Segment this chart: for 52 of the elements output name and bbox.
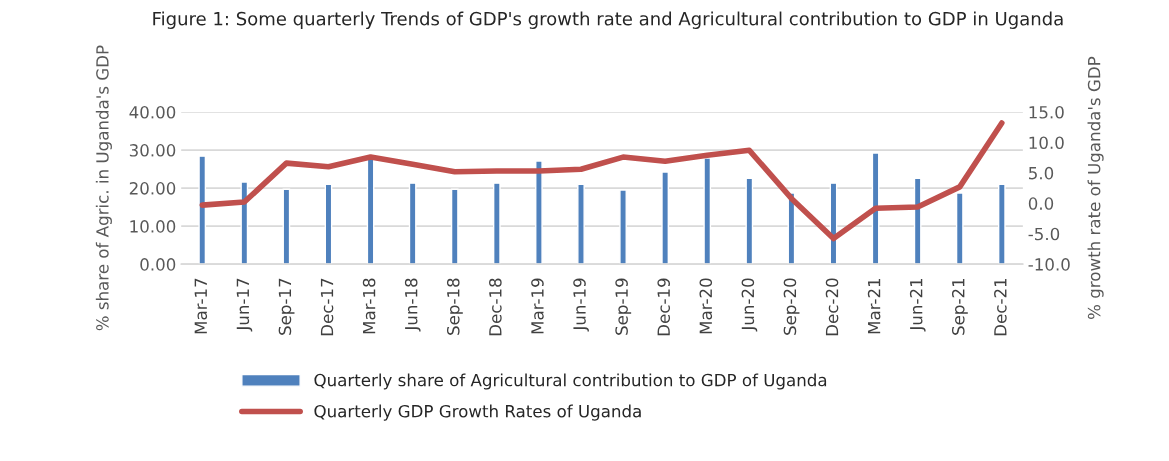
legend-label: Quarterly GDP Growth Rates of Uganda <box>314 404 641 421</box>
x-tick-label: Jun-18 <box>404 278 421 332</box>
y2-tick-label: 15.0 <box>1029 105 1064 119</box>
x-tick-label: Jun-17 <box>236 278 253 332</box>
bar <box>619 189 627 265</box>
legend-label: Quarterly share of Agricultural contribution to GDP of Uganda <box>314 373 827 390</box>
y-tick-label: 10.00 <box>130 220 176 233</box>
x-tick-label: Mar-17 <box>194 278 208 334</box>
x-tick-label: Sep-18 <box>446 278 463 335</box>
bar <box>913 177 922 265</box>
bar <box>997 183 1006 265</box>
bar <box>577 183 585 265</box>
y2-tick-label: 5.0 <box>1029 166 1054 180</box>
x-tick-label: Sep-20 <box>783 278 800 335</box>
bar <box>240 181 249 265</box>
bar <box>450 188 459 265</box>
x-tick-label: Mar-18 <box>362 278 376 334</box>
y2-tick-label: 10.0 <box>1029 136 1064 150</box>
chart-title: Figure 1: Some quarterly Trends of GDP's growth rate and Agricultural contribution to GDP in Uganda <box>153 11 1063 29</box>
x-tick-label: Dec-19 <box>657 278 670 336</box>
bar <box>955 192 964 265</box>
bar <box>535 160 543 265</box>
x-tick-label: Jun-19 <box>573 278 589 332</box>
x-tick-label: Jun-21 <box>909 278 926 332</box>
bar <box>198 155 207 265</box>
x-tick-label: Sep-19 <box>615 278 632 335</box>
x-tick-label: Mar-21 <box>867 278 881 334</box>
y-tick-label: 0.00 <box>140 258 176 271</box>
y2-tick-label: -5.0 <box>1028 227 1060 241</box>
x-tick-label: Mar-20 <box>699 278 713 334</box>
bar <box>703 157 712 265</box>
x-tick-label: Sep-17 <box>278 278 295 335</box>
x-tick-label: Mar-19 <box>531 278 544 334</box>
y-tick-label: 20.00 <box>129 182 176 195</box>
bar <box>408 182 417 265</box>
x-tick-label: Dec-17 <box>320 278 334 336</box>
bar <box>324 183 333 265</box>
y-axis-title: % share of Agric. in Uganda's GDP <box>95 45 112 331</box>
y-tick-label: 30.00 <box>129 144 176 157</box>
x-tick-label: Jun-20 <box>741 278 758 332</box>
y2-axis-title: % growth rate of Uganda's GDP <box>1087 56 1104 319</box>
y2-tick-label: 0.0 <box>1028 197 1054 210</box>
x-tick-label: Dec-18 <box>489 278 502 336</box>
x-tick-label: Dec-20 <box>825 278 839 336</box>
y-tick-label: 40.00 <box>129 105 176 119</box>
bar <box>745 177 754 265</box>
bar <box>661 171 670 265</box>
y2-tick-label: -10.0 <box>1028 258 1070 271</box>
x-tick-label: Dec-21 <box>994 278 1007 336</box>
x-tick-label: Sep-21 <box>951 278 968 335</box>
bar <box>492 182 501 265</box>
bar <box>282 188 291 265</box>
